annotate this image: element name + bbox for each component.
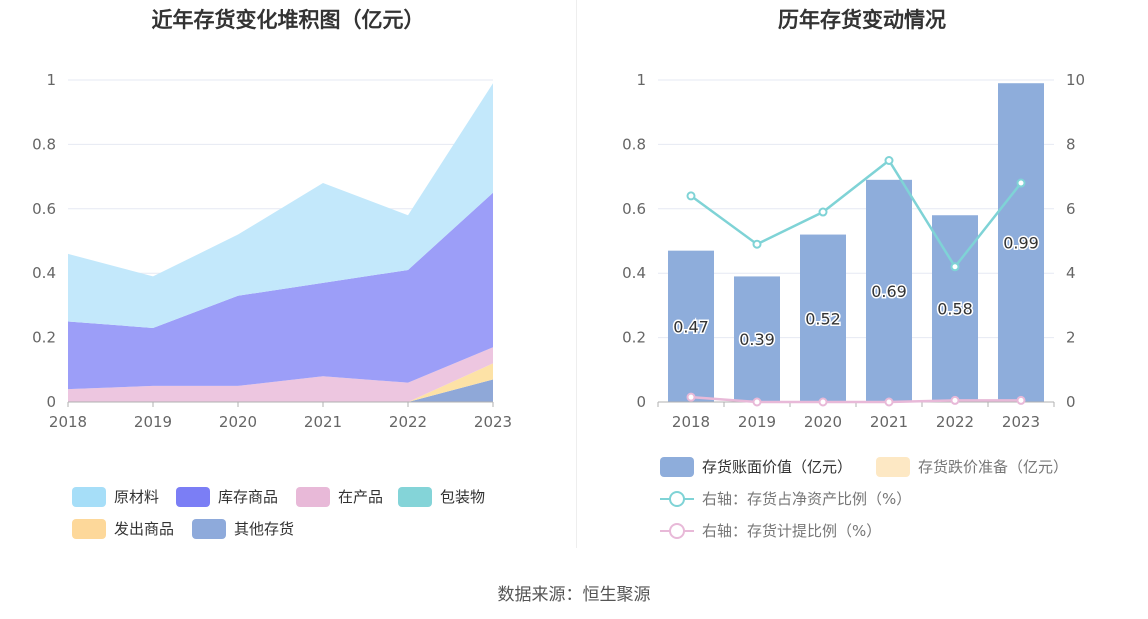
stacked-area-chart-panel: 近年存货变化堆积图（亿元） 0 0.2 0.4 0.6 0.8 1 2018 2019 2020… [0, 0, 576, 560]
legend-label: 存货账面价值（亿元） [702, 458, 853, 476]
y2-tick-label: 6 [1066, 200, 1076, 218]
bar-value-label: 0.47 [673, 317, 709, 336]
bar [668, 250, 714, 402]
bar-line-chart: 00.20.40.60.8102468100.470.390.520.690.5… [622, 71, 1085, 431]
left-chart-title: 近年存货变化堆积图（亿元） [151, 8, 425, 32]
line-point [1016, 395, 1026, 405]
y-tick-label: 0.4 [622, 264, 646, 282]
line-point [752, 397, 762, 407]
legend-label: 其他存货 [234, 520, 295, 538]
legend-swatch [398, 486, 432, 507]
area-series [68, 379, 493, 402]
legend-item[interactable]: 在产品 [296, 486, 383, 507]
x-tick-label: 2022 [389, 413, 427, 431]
x-tick-label: 2023 [474, 413, 512, 431]
area-series [68, 192, 493, 390]
x-tick-label: 2018 [672, 413, 710, 431]
legend-swatch [72, 518, 106, 539]
line-series [690, 395, 1021, 404]
bar-value-label: 0.69 [871, 282, 907, 301]
legend-item[interactable]: 其他存货 [192, 518, 294, 539]
y-tick-label: 0.4 [32, 264, 56, 282]
legend-swatch [296, 486, 330, 507]
bar-value-label: 0.99 [1003, 234, 1039, 253]
x-tick-label: 2020 [219, 413, 257, 431]
y-tick-label: 0 [636, 393, 646, 411]
legend-label: 包装物 [440, 488, 486, 506]
panel-divider [576, 0, 577, 548]
x-tick-label: 2019 [134, 413, 172, 431]
legend-item[interactable]: 存货账面价值（亿元） [660, 456, 852, 477]
legend-item[interactable]: 库存商品 [176, 486, 278, 507]
y-tick-label: 0.2 [622, 329, 646, 347]
bar [866, 179, 912, 402]
y2-tick-label: 0 [1066, 393, 1076, 411]
x-tick-label: 2022 [936, 413, 974, 431]
legend-item[interactable]: 原材料 [72, 486, 159, 507]
bar-value-label: 0.52 [805, 309, 841, 328]
line-point [818, 207, 828, 217]
y-tick-label: 0.6 [32, 200, 56, 218]
legend-item[interactable]: 包装物 [398, 486, 485, 507]
y-tick-label: 0 [46, 393, 56, 411]
legend-swatch [176, 486, 210, 507]
y-tick-label: 0.2 [32, 329, 56, 347]
data-source-note: 数据来源：恒生聚源 [497, 585, 651, 605]
legend-swatch [72, 486, 106, 507]
y-tick-label: 1 [46, 71, 56, 89]
legend-label: 右轴：存货占净资产比例（%） [702, 490, 912, 508]
legend-item[interactable]: 发出商品 [72, 518, 174, 539]
legend-swatch [876, 456, 910, 477]
y-tick-label: 0.8 [622, 135, 646, 153]
legend-item[interactable]: 存货跌价准备（亿元） [876, 456, 1068, 477]
y-tick-label: 1 [636, 71, 646, 89]
legend-label: 右轴：存货计提比例（%） [702, 522, 882, 540]
line-point [1016, 178, 1026, 188]
legend-swatch [192, 518, 226, 539]
legend-swatch [660, 521, 694, 541]
line-point [686, 392, 696, 402]
y2-tick-label: 2 [1066, 329, 1076, 347]
y-tick-label: 0.8 [32, 135, 56, 153]
x-tick-label: 2021 [304, 413, 342, 431]
bar-value-label: 0.58 [937, 300, 973, 319]
line-point [818, 397, 828, 407]
bar-line-chart-panel: 历年存货变动情况 0 0.2 0.4 0.6 0.8 1 0 2 4 6 8 10 0.47 0.39 0.… [576, 0, 1148, 560]
x-tick-label: 2021 [870, 413, 908, 431]
line-series [690, 158, 1022, 269]
x-tick-label: 2023 [1002, 413, 1040, 431]
bar [800, 234, 846, 402]
area-series [68, 347, 493, 402]
x-tick-label: 2018 [49, 413, 87, 431]
x-tick-label: 2019 [738, 413, 776, 431]
legend-label: 发出商品 [114, 520, 175, 538]
y-tick-label: 0.6 [622, 200, 646, 218]
bar [998, 83, 1044, 402]
legend-swatch [660, 456, 694, 477]
x-tick-label: 2020 [804, 413, 842, 431]
line-point [884, 156, 894, 165]
legend-swatch [660, 489, 694, 509]
line-point [884, 397, 894, 407]
legend-label: 存货跌价准备（亿元） [918, 458, 1069, 476]
line-point [686, 191, 696, 201]
bar [734, 276, 780, 402]
legend-item[interactable]: 右轴：存货计提比例（%） [660, 520, 881, 541]
legend-label: 原材料 [114, 488, 160, 506]
line-point [950, 395, 960, 405]
y2-tick-label: 8 [1066, 135, 1076, 153]
line-point [950, 262, 960, 272]
legend-item[interactable]: 右轴：存货占净资产比例（%） [660, 488, 911, 509]
area-series [68, 83, 493, 328]
right-chart-title: 历年存货变动情况 [778, 8, 946, 32]
stacked-area-chart: 0 0.2 0.4 0.6 0.8 1 2018 2019 2020 2021 2022 2023 [32, 71, 512, 431]
y2-tick-label: 4 [1066, 264, 1076, 282]
line-point [752, 239, 762, 249]
bar-value-label: 0.39 [739, 330, 775, 349]
y2-tick-label: 10 [1066, 71, 1085, 89]
legend-label: 在产品 [338, 488, 384, 506]
legend-label: 库存商品 [218, 488, 279, 506]
